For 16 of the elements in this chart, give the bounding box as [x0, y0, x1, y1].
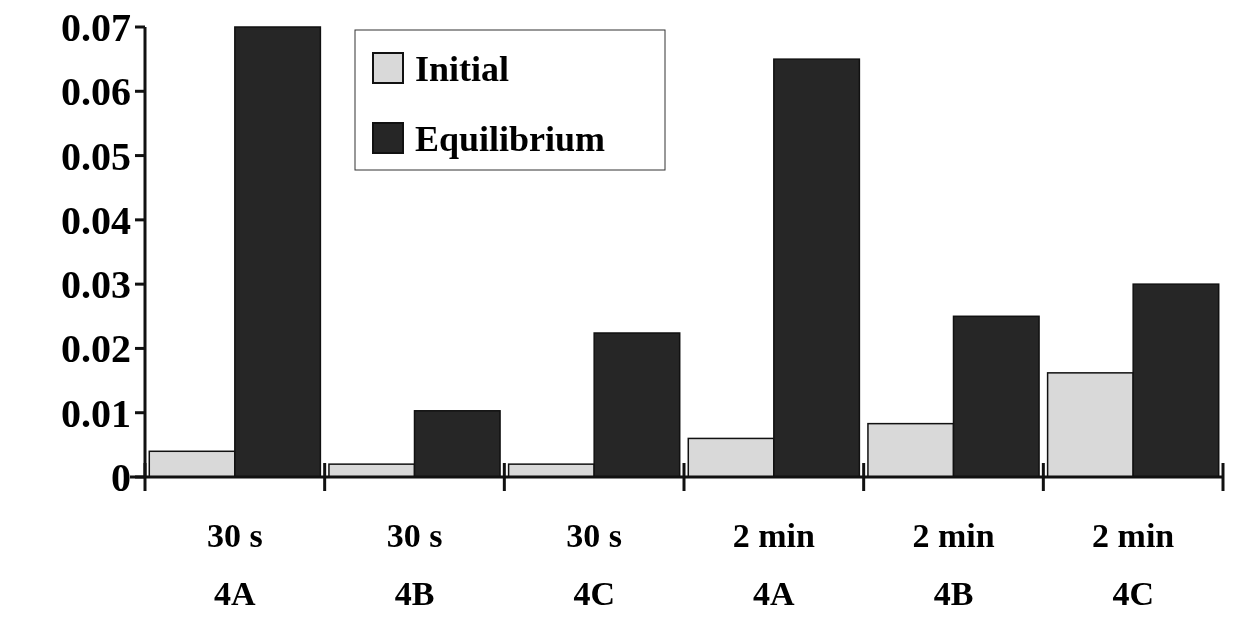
x-tick-label: 30 s 4C — [566, 517, 623, 612]
x-tick-label: 2 min 4C — [1092, 517, 1175, 612]
y-tick-label: 0.02 — [61, 326, 131, 372]
legend-label: Equilibrium — [415, 118, 606, 159]
x-tick-label: 30 s 4A — [206, 517, 263, 612]
text: 0 — [111, 455, 131, 500]
y-tick-label: 0.06 — [61, 69, 131, 115]
x-tick-label: 2 min 4B — [912, 517, 995, 612]
x-tick-label: 2 min 4A — [732, 517, 816, 612]
y-tick-label: 0.05 — [61, 133, 131, 179]
legend-label: Initial — [415, 48, 510, 89]
y-tick-label: 0.03 — [61, 262, 131, 308]
y-tick-label: 0.01 — [61, 390, 131, 436]
y-tick-label: 0.04 — [61, 197, 131, 243]
x-tick-label: 30 s 4B — [386, 517, 443, 612]
y-tick-label: 0.07 — [61, 5, 131, 50]
